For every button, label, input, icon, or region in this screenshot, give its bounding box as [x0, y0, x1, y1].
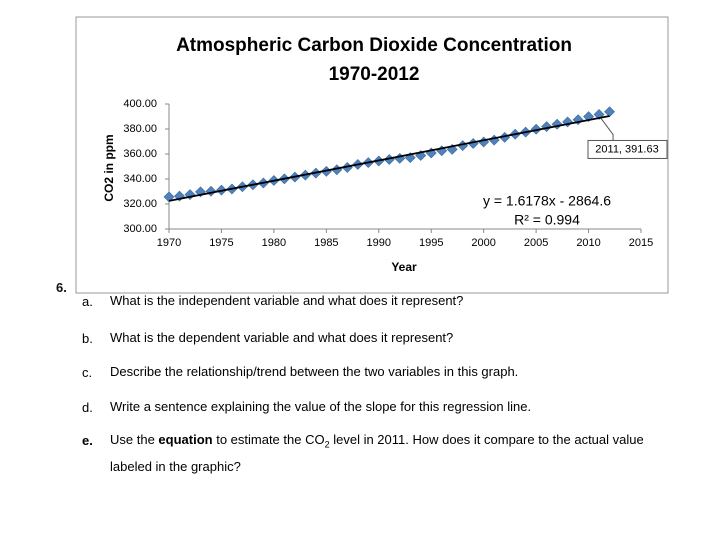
y-tick-label: 300.00 — [123, 223, 157, 235]
x-axis-label: Year — [391, 260, 417, 274]
chart-frame — [75, 16, 669, 294]
y-axis-label: CO2 in ppm — [102, 134, 116, 201]
item-letter: c. — [82, 365, 93, 380]
y-tick-label: 360.00 — [123, 148, 157, 160]
x-tick-label: 1975 — [209, 237, 233, 249]
item-text: Describe the relationship/trend between … — [110, 361, 670, 383]
x-tick-label: 2000 — [471, 237, 495, 249]
text-run: What is the independent variable and wha… — [110, 293, 464, 308]
text-run: Use the — [110, 432, 159, 447]
x-tick-label: 1970 — [157, 237, 181, 249]
trendline — [168, 115, 610, 202]
trend-r2: R² = 0.994 — [514, 212, 580, 228]
data-point — [163, 191, 175, 203]
item-text: What is the independent variable and wha… — [110, 290, 670, 312]
x-tick-label: 2015 — [629, 237, 653, 249]
item-letter: e. — [82, 433, 93, 448]
annotation-leader — [600, 118, 614, 141]
annotation-label: 2011, 391.63 — [595, 143, 658, 155]
x-tick-label: 2005 — [524, 237, 548, 249]
x-tick-label: 2010 — [576, 237, 600, 249]
y-tick-label: 340.00 — [123, 173, 157, 185]
text-run: What is the dependent variable and what … — [110, 330, 454, 345]
chart: Atmospheric Carbon Dioxide Concentration… — [75, 16, 669, 294]
text-run: to estimate the CO — [212, 432, 325, 447]
y-tick-label: 400.00 — [123, 98, 157, 110]
text-run: Describe the relationship/trend between … — [110, 364, 519, 379]
item-letter: a. — [82, 294, 93, 309]
y-tick-label: 320.00 — [123, 198, 157, 210]
bold-text: equation — [158, 432, 213, 447]
chart-title: Atmospheric Carbon Dioxide Concentration — [176, 35, 572, 56]
x-tick-label: 1995 — [419, 237, 443, 249]
item-letter: d. — [82, 400, 93, 415]
annotation-box — [587, 139, 668, 159]
question-number: 6. — [56, 280, 67, 295]
item-text: What is the dependent variable and what … — [110, 327, 670, 349]
y-tick-label: 380.00 — [123, 123, 157, 135]
item-text: Write a sentence explaining the value of… — [110, 396, 670, 418]
trend-equation: y = 1.6178x - 2864.6 — [483, 193, 611, 209]
x-tick-label: 1980 — [262, 237, 286, 249]
text-run: Write a sentence explaining the value of… — [110, 399, 532, 414]
chart-subtitle: 1970-2012 — [329, 64, 420, 85]
item-letter: b. — [82, 331, 93, 346]
item-text: Use the equation to estimate the CO2 lev… — [110, 429, 670, 478]
x-tick-label: 1990 — [367, 237, 391, 249]
subscript: 2 — [324, 439, 330, 450]
x-tick-label: 1985 — [314, 237, 338, 249]
text-run: level in 2011. How does it compare to th… — [110, 432, 644, 474]
